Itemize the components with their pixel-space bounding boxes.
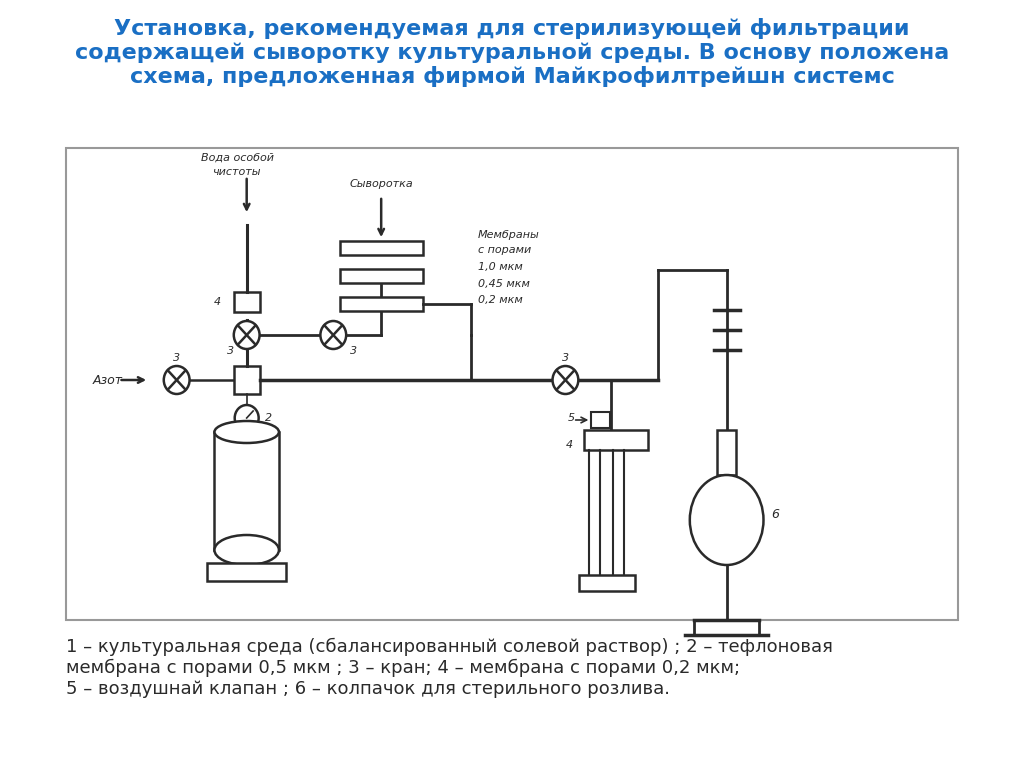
- Bar: [340, 269, 423, 283]
- Text: Мембраны: Мембраны: [478, 230, 540, 240]
- Ellipse shape: [690, 475, 764, 565]
- Text: 1: 1: [241, 495, 253, 515]
- Text: 3: 3: [562, 353, 569, 363]
- Text: с порами: с порами: [478, 245, 531, 255]
- Bar: [233, 292, 259, 312]
- Bar: [67, 148, 957, 620]
- Bar: [340, 297, 423, 311]
- Circle shape: [164, 366, 189, 394]
- Text: чистоты: чистоты: [213, 167, 262, 177]
- Text: 4: 4: [214, 297, 221, 307]
- Text: 0,2 мкм: 0,2 мкм: [478, 295, 522, 305]
- Circle shape: [321, 321, 346, 349]
- Bar: [584, 430, 648, 450]
- Text: 6: 6: [771, 508, 779, 521]
- Circle shape: [234, 405, 259, 431]
- Text: 3: 3: [350, 346, 357, 356]
- Ellipse shape: [214, 421, 279, 443]
- Bar: [580, 575, 635, 591]
- Bar: [718, 430, 736, 475]
- Text: 3: 3: [173, 353, 180, 363]
- Bar: [340, 241, 423, 255]
- Text: 1,0 мкм: 1,0 мкм: [478, 262, 522, 272]
- Ellipse shape: [214, 535, 279, 565]
- Text: Вода особой: Вода особой: [201, 153, 274, 163]
- Bar: [233, 366, 259, 394]
- Bar: [591, 412, 609, 428]
- Bar: [214, 432, 279, 550]
- Circle shape: [233, 321, 259, 349]
- Text: 1 – культуральная среда (сбалансированный солевой раствор) ; 2 – тефлоновая
мемб: 1 – культуральная среда (сбалансированны…: [67, 638, 833, 698]
- Bar: [207, 563, 287, 581]
- Text: 3: 3: [227, 346, 234, 356]
- Text: 2: 2: [265, 413, 272, 423]
- Text: Сыворотка: Сыворотка: [349, 179, 413, 189]
- Text: 0,45 мкм: 0,45 мкм: [478, 279, 529, 289]
- Text: 4: 4: [565, 440, 572, 450]
- Text: 5: 5: [567, 413, 574, 423]
- Text: Установка, рекомендуемая для стерилизующей фильтрации
содержащей сыворотку культ: Установка, рекомендуемая для стерилизующ…: [75, 18, 949, 88]
- Text: Азот: Азот: [93, 373, 123, 386]
- Circle shape: [553, 366, 579, 394]
